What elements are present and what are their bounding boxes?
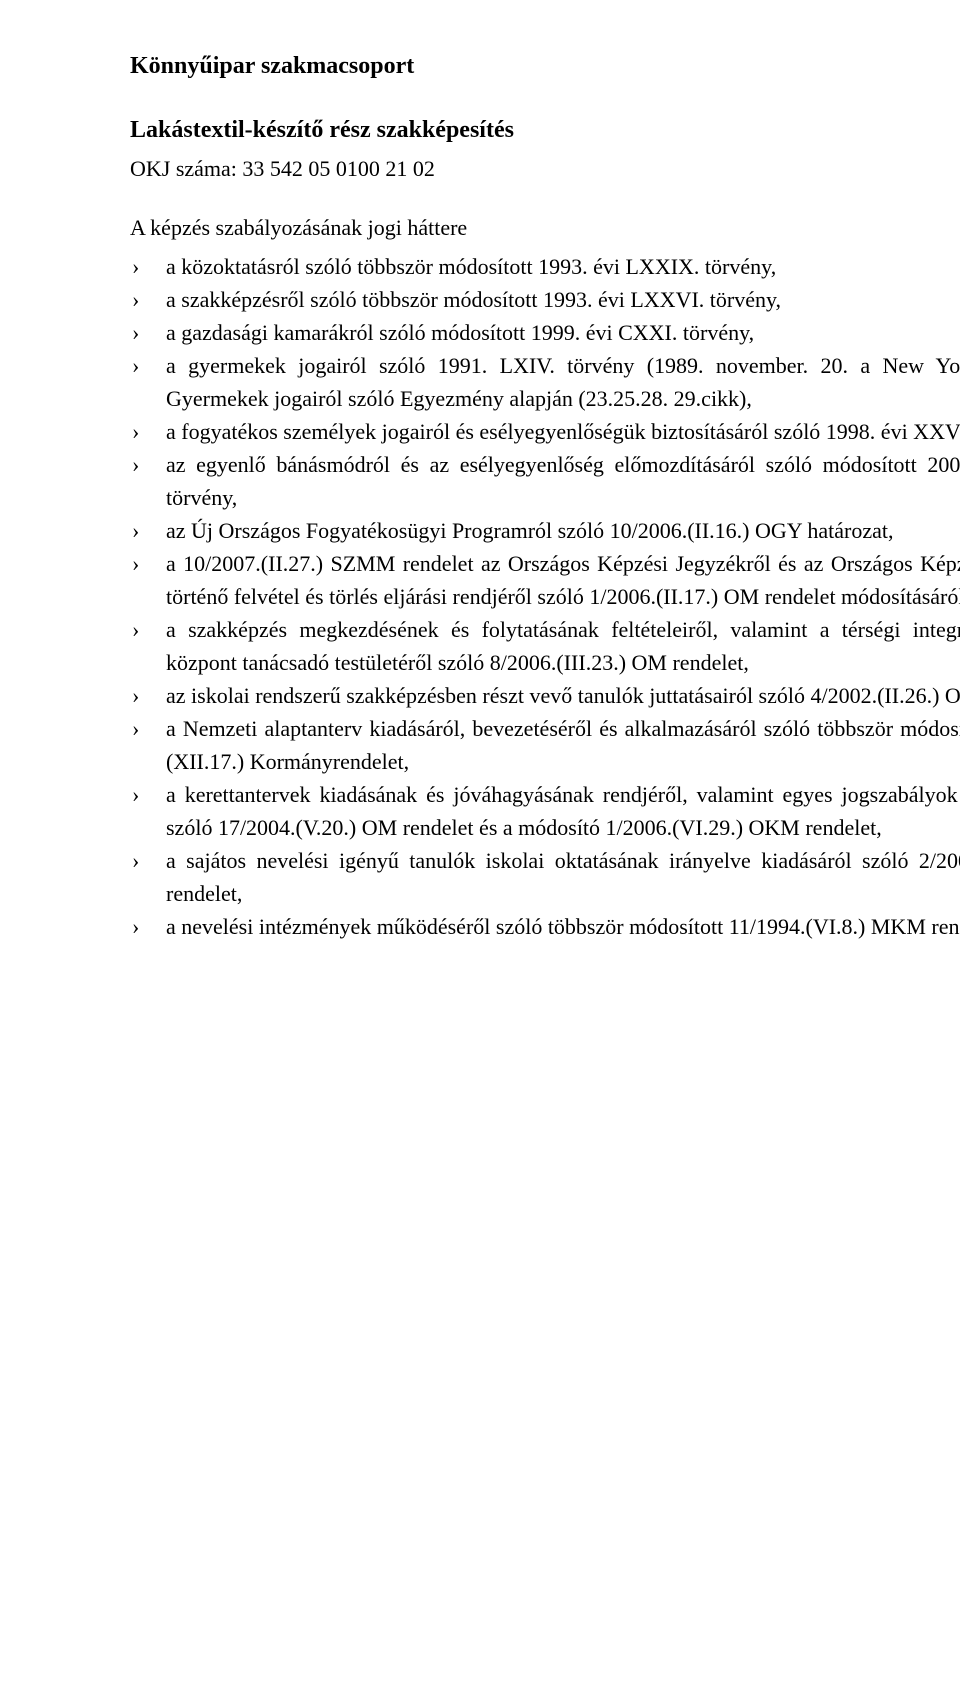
list-item: az egyenlő bánásmódról és az esélyegyenl… (166, 448, 960, 514)
group-title: Könnyűipar szakmacsoport (130, 48, 960, 84)
list-item: az iskolai rendszerű szakképzésben részt… (166, 679, 960, 712)
list-item: az Új Országos Fogyatékosügyi Programról… (166, 514, 960, 547)
list-item: a szakképzésről szóló többször módosítot… (166, 283, 960, 316)
section-heading: A képzés szabályozásának jogi háttere (130, 211, 960, 244)
list-item: a gyermekek jogairól szóló 1991. LXIV. t… (166, 349, 960, 415)
list-item: a szakképzés megkezdésének és folytatásá… (166, 613, 960, 679)
list-item: a közoktatásról szóló többször módosítot… (166, 250, 960, 283)
list-item: a gazdasági kamarákról szóló módosított … (166, 316, 960, 349)
list-item: a 10/2007.(II.27.) SZMM rendelet az Orsz… (166, 547, 960, 613)
list-item: a nevelési intézmények működéséről szóló… (166, 910, 960, 943)
qualification-title: Lakástextil-készítő rész szakképesítés (130, 112, 960, 148)
list-item: a kerettantervek kiadásának és jóváhagyá… (166, 778, 960, 844)
list-item: a fogyatékos személyek jogairól és esély… (166, 415, 960, 448)
list-item: a sajátos nevelési igényű tanulók iskola… (166, 844, 960, 910)
okj-number: OKJ száma: 33 542 05 0100 21 02 (130, 152, 960, 185)
legal-list: a közoktatásról szóló többször módosítot… (130, 250, 960, 943)
list-item: a Nemzeti alaptanterv kiadásáról, beveze… (166, 712, 960, 778)
